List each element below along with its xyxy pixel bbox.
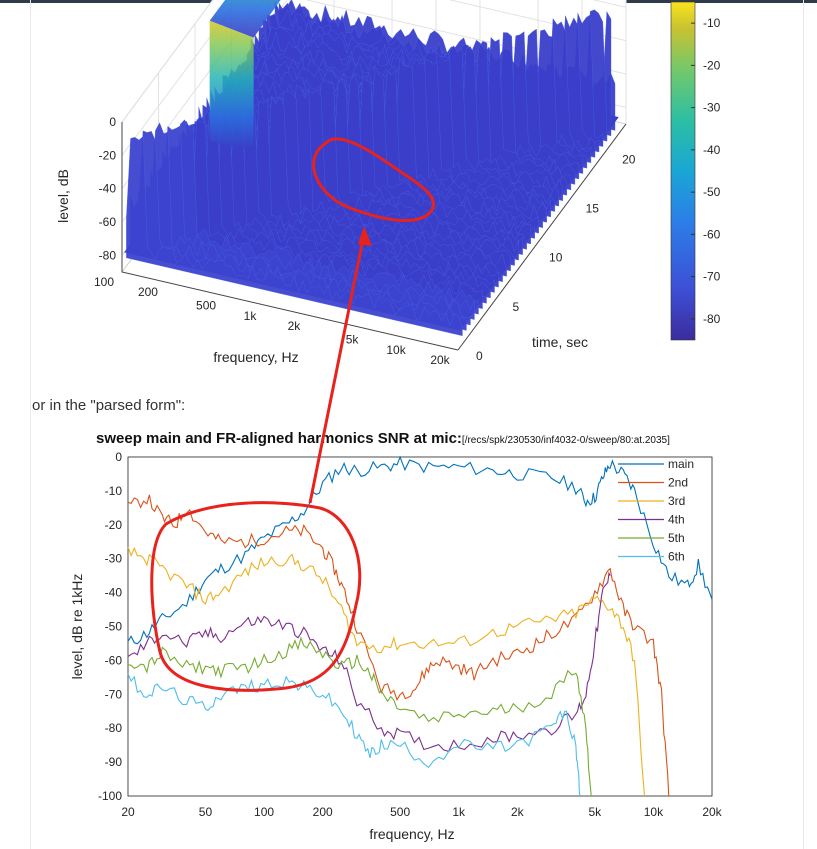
y-tick-label: -100 bbox=[98, 789, 122, 803]
y-tick-label: -30 bbox=[105, 552, 123, 566]
colorbar-tick-label: -70 bbox=[703, 270, 721, 284]
chart-legend: main 2nd 3rd 4th 5th 6th bbox=[618, 457, 694, 564]
time-tick-label: 5 bbox=[513, 300, 520, 314]
back-grid-line bbox=[121, 0, 214, 123]
x-tick-label: 50 bbox=[199, 805, 213, 819]
red-circle-lower bbox=[150, 501, 362, 692]
frequency-axis-line bbox=[121, 271, 459, 351]
legend-label-2nd: 2nd bbox=[668, 476, 688, 490]
page-left-border bbox=[30, 0, 31, 849]
y-axis-label: level, dB re 1kHz bbox=[69, 574, 85, 680]
colorbar-tick-label: -30 bbox=[703, 101, 721, 115]
time-axis-line bbox=[457, 123, 627, 351]
time-axis-label: time, sec bbox=[532, 334, 588, 350]
x-tick-label: 500 bbox=[390, 805, 410, 819]
level-tick-label: -20 bbox=[99, 148, 117, 162]
colorbar-tick-label: -80 bbox=[703, 312, 721, 326]
surface-plateau bbox=[209, 0, 281, 38]
colorbar: -10 -20 -30 -40 -50 -60 -70 -80 bbox=[670, 1, 721, 341]
time-tick-label: 15 bbox=[586, 202, 600, 216]
y-tick-label: -20 bbox=[105, 518, 123, 532]
x-tick-label: 5k bbox=[588, 805, 602, 819]
time-tick-label: 10 bbox=[549, 251, 563, 265]
legend-label-main: main bbox=[668, 457, 694, 471]
surface-axis-labels: frequency, Hz time, sec level, dB bbox=[55, 169, 588, 365]
y-tick-label: -10 bbox=[105, 484, 123, 498]
frequency-tick-label: 500 bbox=[196, 299, 216, 313]
series-line-4th bbox=[127, 571, 611, 753]
y-tick-label: -70 bbox=[105, 687, 123, 701]
x-tick-label: 20k bbox=[702, 805, 722, 819]
frequency-tick-label: 2k bbox=[288, 319, 302, 333]
series-line-main bbox=[127, 455, 713, 645]
x-tick-label: 10k bbox=[644, 805, 664, 819]
surface-plateau-front bbox=[209, 20, 254, 151]
back-grid-line bbox=[121, 0, 627, 156]
red-circle-annotation bbox=[312, 137, 436, 223]
red-circle-upper bbox=[312, 137, 436, 223]
y-tick-label: -90 bbox=[105, 755, 123, 769]
frequency-tick-label: 20k bbox=[430, 353, 450, 367]
caption-text: or in the "parsed form": bbox=[32, 397, 186, 414]
red-circle-annotation-lower bbox=[150, 501, 362, 692]
legend-label-6th: 6th bbox=[668, 550, 685, 564]
colorbar-tick-label: -50 bbox=[703, 185, 721, 199]
y-tick-label: -50 bbox=[105, 620, 123, 634]
y-tick-label: -60 bbox=[105, 653, 123, 667]
level-tick-label: 0 bbox=[109, 115, 116, 129]
level-axis-label: level, dB bbox=[55, 169, 71, 223]
series-line-6th bbox=[127, 673, 581, 797]
colorbar-tick-label: -20 bbox=[703, 58, 721, 72]
chart-title-group: sweep main and FR-aligned harmonics SNR … bbox=[96, 430, 670, 447]
harmonics-line-chart: sweep main and FR-aligned harmonics SNR … bbox=[69, 430, 723, 842]
legend-label-3rd: 3rd bbox=[668, 494, 685, 508]
frequency-tick-label: 100 bbox=[94, 275, 114, 289]
level-tick-label: -80 bbox=[99, 248, 117, 262]
time-tick-label: 0 bbox=[476, 349, 483, 363]
x-axis-label: frequency, Hz bbox=[369, 826, 454, 842]
surface-slice bbox=[126, 135, 463, 337]
level-tick-label: -60 bbox=[99, 215, 117, 229]
frequency-tick-label: 200 bbox=[138, 285, 158, 299]
frequency-tick-label: 10k bbox=[386, 343, 406, 357]
colorbar-gradient bbox=[670, 1, 696, 341]
chart-title: sweep main and FR-aligned harmonics SNR … bbox=[96, 430, 670, 447]
legend-label-5th: 5th bbox=[668, 531, 685, 545]
x-tick-label: 200 bbox=[313, 805, 333, 819]
chart-title-main: sweep main and FR-aligned harmonics SNR … bbox=[96, 430, 462, 447]
x-tick-label: 2k bbox=[511, 805, 525, 819]
y-tick-label: -40 bbox=[105, 586, 123, 600]
frequency-tick-label: 5k bbox=[346, 333, 360, 347]
y-tick-label: 0 bbox=[115, 450, 122, 464]
level-tick-label: -40 bbox=[99, 182, 117, 196]
page-right-border bbox=[803, 0, 804, 849]
chart-title-path: [/recs/spk/230530/inf4032-0/sweep/80:at.… bbox=[462, 435, 670, 446]
frequency-tick-label: 1k bbox=[244, 309, 258, 323]
surface-mesh bbox=[124, 0, 619, 337]
frequency-axis-label: frequency, Hz bbox=[213, 349, 298, 365]
chart-series bbox=[127, 455, 713, 797]
legend-label-4th: 4th bbox=[668, 513, 685, 527]
x-tick-label: 1k bbox=[452, 805, 466, 819]
colorbar-tick-label: -10 bbox=[703, 16, 721, 30]
series-line-5th bbox=[127, 636, 592, 797]
colorbar-tick-label: -60 bbox=[703, 227, 721, 241]
series-line-2nd bbox=[127, 494, 670, 797]
x-tick-label: 100 bbox=[254, 805, 274, 819]
colorbar-tick-label: -40 bbox=[703, 143, 721, 157]
back-grid-line bbox=[121, 0, 627, 189]
x-tick-label: 20 bbox=[121, 805, 135, 819]
time-tick-label: 20 bbox=[622, 152, 636, 166]
series-line-3rd bbox=[127, 546, 646, 797]
y-tick-label: -80 bbox=[105, 721, 123, 735]
